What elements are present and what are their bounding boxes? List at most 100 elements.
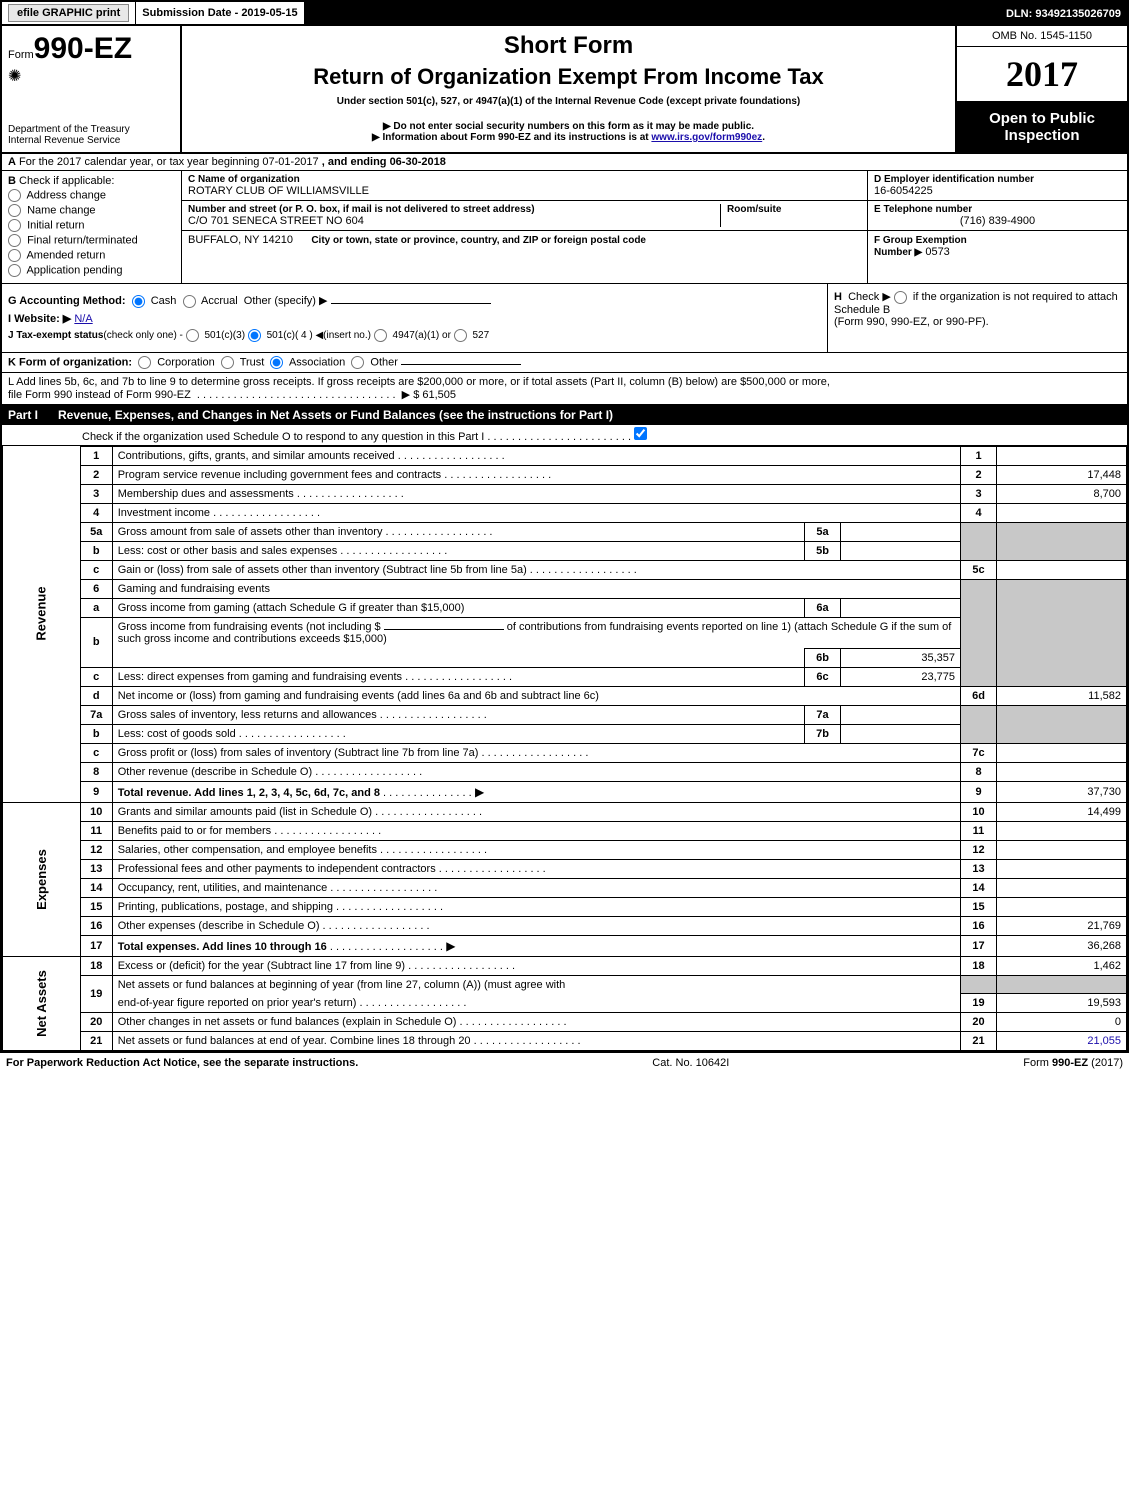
line-6b-desc2 bbox=[112, 648, 804, 667]
check-application-pending[interactable]: Application pending bbox=[8, 264, 175, 277]
j-4947-label: 4947(a)(1) or bbox=[393, 330, 451, 341]
line-8-desc: Other revenue (describe in Schedule O) bbox=[112, 762, 960, 781]
k-corp-label: Corporation bbox=[157, 356, 214, 368]
do-not-enter: ▶ Do not enter social security numbers o… bbox=[192, 121, 945, 132]
city-value: BUFFALO, NY 14210 bbox=[188, 234, 293, 246]
line-6b-num: b bbox=[80, 617, 112, 667]
l-text1: L Add lines 5b, 6c, and 7b to line 9 to … bbox=[8, 376, 830, 388]
check-final-return[interactable]: Final return/terminated bbox=[8, 234, 175, 247]
j-501c-radio[interactable] bbox=[248, 329, 261, 342]
check-name-change[interactable]: Name change bbox=[8, 204, 175, 217]
line-11-desc: Benefits paid to or for members bbox=[112, 821, 960, 840]
k-other-blank[interactable] bbox=[401, 364, 521, 365]
part1-sub: Check if the organization used Schedule … bbox=[2, 425, 1127, 446]
form-prefix: Form bbox=[8, 49, 34, 61]
street-label: Number and street (or P. O. box, if mail… bbox=[188, 204, 714, 215]
line-5a-num: 5a bbox=[80, 522, 112, 541]
line-21-val[interactable]: 21,055 bbox=[997, 1032, 1127, 1051]
line-6c-subval: 23,775 bbox=[841, 667, 961, 686]
line-6c-num: c bbox=[80, 667, 112, 686]
k-corp-radio[interactable] bbox=[138, 356, 151, 369]
k-label: K Form of organization: bbox=[8, 356, 132, 368]
check-amended-return[interactable]: Amended return bbox=[8, 249, 175, 262]
i-row: I Website: ▶ N/A bbox=[8, 312, 821, 325]
group-exemption-value: 0573 bbox=[925, 246, 949, 258]
entity-block: B Check if applicable: Address change Na… bbox=[2, 171, 1127, 284]
g-cash-radio[interactable] bbox=[132, 295, 145, 308]
line-6b-subval: 35,357 bbox=[841, 648, 961, 667]
dept-irs: Internal Revenue Service bbox=[8, 135, 174, 146]
d-ein-label: D Employer identification number bbox=[874, 174, 1121, 185]
h-check-radio[interactable] bbox=[894, 291, 907, 304]
g-other-blank[interactable] bbox=[331, 303, 491, 304]
line-11-num: 11 bbox=[80, 821, 112, 840]
j-small: (check only one) - bbox=[103, 330, 182, 341]
section-def: D Employer identification number 16-6054… bbox=[867, 171, 1127, 283]
line-14-box: 14 bbox=[961, 878, 997, 897]
k-other-radio[interactable] bbox=[351, 356, 364, 369]
submission-date: Submission Date - 2019-05-15 bbox=[136, 2, 304, 26]
open-line1: Open to Public bbox=[961, 110, 1123, 127]
g-cash-label: Cash bbox=[151, 295, 177, 307]
line-10-val: 14,499 bbox=[997, 802, 1127, 821]
part1-schedule-o-check[interactable] bbox=[634, 427, 647, 440]
line-6b-blank[interactable] bbox=[384, 629, 504, 630]
line-10-desc: Grants and similar amounts paid (list in… bbox=[112, 802, 960, 821]
h-label: H bbox=[834, 291, 842, 303]
g-accrual-radio[interactable] bbox=[183, 295, 196, 308]
line-9-box: 9 bbox=[961, 781, 997, 802]
line-6d-box: 6d bbox=[961, 686, 997, 705]
info-link[interactable]: www.irs.gov/form990ez bbox=[651, 132, 762, 143]
line-6-greybox bbox=[961, 579, 997, 686]
line-7c-desc: Gross profit or (loss) from sales of inv… bbox=[112, 743, 960, 762]
top-bar: efile GRAPHIC print Submission Date - 20… bbox=[2, 2, 1127, 26]
line-13-desc: Professional fees and other payments to … bbox=[112, 859, 960, 878]
side-netassets: Net Assets bbox=[3, 956, 81, 1051]
j-501c3-radio[interactable] bbox=[186, 329, 199, 342]
open-to-public: Open to Public Inspection bbox=[957, 102, 1127, 152]
check-address-change[interactable]: Address change bbox=[8, 189, 175, 202]
line-11-box: 11 bbox=[961, 821, 997, 840]
line-5c-val bbox=[997, 560, 1127, 579]
info-line: ▶ Information about Form 990-EZ and its … bbox=[192, 132, 945, 143]
line-12-box: 12 bbox=[961, 840, 997, 859]
header-left: Form990-EZ ✺ Department of the Treasury … bbox=[2, 26, 182, 152]
open-line2: Inspection bbox=[961, 127, 1123, 144]
amended-return-label: Amended return bbox=[26, 249, 105, 261]
period-text1: For the 2017 calendar year, or tax year … bbox=[19, 156, 319, 168]
address-change-label: Address change bbox=[26, 189, 106, 201]
k-trust-label: Trust bbox=[240, 356, 265, 368]
line-6a-sub: 6a bbox=[805, 598, 841, 617]
j-527-radio[interactable] bbox=[454, 329, 467, 342]
dept-treasury: Department of the Treasury bbox=[8, 124, 174, 135]
k-trust-radio[interactable] bbox=[221, 356, 234, 369]
line-9-d: Total revenue. Add lines 1, 2, 3, 4, 5c,… bbox=[118, 787, 380, 799]
efile-print-button[interactable]: efile GRAPHIC print bbox=[8, 4, 129, 22]
line-17-box: 17 bbox=[961, 935, 997, 956]
line-19-num: 19 bbox=[80, 975, 112, 1013]
check-initial-return[interactable]: Initial return bbox=[8, 219, 175, 232]
side-expenses-label: Expenses bbox=[34, 849, 49, 910]
line-6-num: 6 bbox=[80, 579, 112, 598]
line-17-val: 36,268 bbox=[997, 935, 1127, 956]
line-7a-desc: Gross sales of inventory, less returns a… bbox=[112, 705, 804, 724]
line-1-num: 1 bbox=[80, 446, 112, 465]
h-text3: (Form 990, 990-EZ, or 990-PF). bbox=[834, 316, 989, 328]
j-4947-radio[interactable] bbox=[374, 329, 387, 342]
line-9-desc: Total revenue. Add lines 1, 2, 3, 4, 5c,… bbox=[112, 781, 960, 802]
line-7c-val bbox=[997, 743, 1127, 762]
line-7c-num: c bbox=[80, 743, 112, 762]
section-b-label: B bbox=[8, 175, 16, 187]
line-15-desc: Printing, publications, postage, and shi… bbox=[112, 897, 960, 916]
line-19-desc1: Net assets or fund balances at beginning… bbox=[112, 975, 960, 994]
line-7b-desc: Less: cost of goods sold bbox=[112, 724, 804, 743]
line-6-greyval bbox=[997, 579, 1127, 686]
line-21-desc: Net assets or fund balances at end of ye… bbox=[112, 1032, 960, 1051]
line-8-val bbox=[997, 762, 1127, 781]
website-value[interactable]: N/A bbox=[74, 313, 92, 325]
h-box: H Check ▶ if the organization is not req… bbox=[827, 284, 1127, 352]
k-other-label: Other bbox=[370, 356, 398, 368]
form-container: efile GRAPHIC print Submission Date - 20… bbox=[0, 0, 1129, 1053]
k-assoc-radio[interactable] bbox=[270, 356, 283, 369]
ghi-block: G Accounting Method: Cash Accrual Other … bbox=[2, 284, 1127, 353]
